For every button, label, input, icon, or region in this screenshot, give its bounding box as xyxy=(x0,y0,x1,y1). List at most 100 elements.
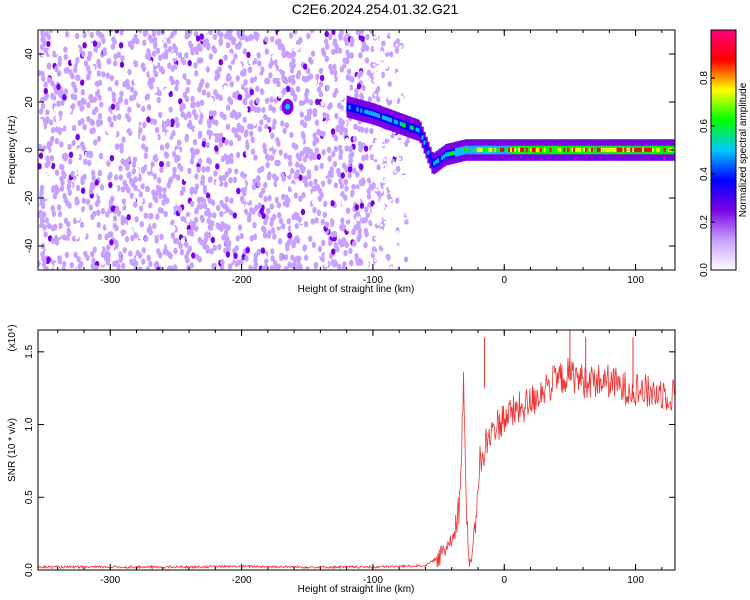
spectrogram-cell xyxy=(298,195,303,202)
spectrogram-cell xyxy=(242,116,247,124)
spectrogram-cell xyxy=(80,187,86,194)
spectrogram-cell xyxy=(74,233,80,240)
spectrogram-cell xyxy=(284,122,289,129)
spectrogram-cell xyxy=(319,205,324,212)
spectrogram-cell xyxy=(141,105,146,113)
spectrogram-cell xyxy=(383,238,386,242)
spectrogram-cell xyxy=(363,241,368,249)
spectrogram-cell xyxy=(54,169,60,176)
spectrogram-cell xyxy=(301,176,307,183)
spectrogram-cell xyxy=(120,158,125,165)
spectrogram-cell xyxy=(277,212,282,219)
spectrogram-cell xyxy=(385,166,388,169)
spectrogram-cell xyxy=(344,241,350,249)
spectrogram-cell xyxy=(55,115,60,122)
spectrogram-cell xyxy=(378,203,381,206)
spectrogram-cell xyxy=(407,252,410,256)
spectrogram-track-cell xyxy=(502,147,505,153)
spectrogram-cell xyxy=(187,59,192,67)
spectrogram-cell xyxy=(381,164,384,167)
spectrogram-cell xyxy=(240,212,246,219)
spectrogram-cell xyxy=(384,82,387,85)
spectrogram-cell xyxy=(380,56,383,59)
spectrogram-cell xyxy=(63,217,69,224)
spectrogram-cell xyxy=(141,247,146,254)
spectrogram-cell xyxy=(376,82,379,85)
spectrogram-cell xyxy=(287,232,292,239)
spectrogram-cell xyxy=(192,138,198,146)
spectrogram-cell xyxy=(402,260,405,264)
spectrogram-cell xyxy=(328,239,333,246)
spectrogram-cell xyxy=(184,52,189,59)
spectrogram-cell xyxy=(324,55,329,63)
spectrogram-cell xyxy=(398,251,402,255)
spectrogram-cell xyxy=(398,79,402,82)
spectrogram-cell xyxy=(397,192,400,195)
spectrogram-cell xyxy=(403,256,409,263)
spectrogram-cell xyxy=(374,68,377,72)
spectrogram-cell xyxy=(405,81,408,85)
spectrogram-cell xyxy=(293,192,298,199)
spectrogram-cell xyxy=(212,47,218,54)
spectrogram-cell xyxy=(77,169,83,176)
spectrogram-cell xyxy=(384,236,387,240)
spectrogram-cell xyxy=(92,85,98,93)
spectrogram-cell xyxy=(212,33,218,41)
spectrogram-cell xyxy=(294,222,299,230)
spectrogram-cell xyxy=(60,228,65,235)
spectrogram-cell xyxy=(398,190,401,193)
spectrogram-track-cell xyxy=(415,127,418,132)
spectrogram-cell xyxy=(96,221,101,229)
spectrogram-cell xyxy=(244,255,249,262)
spectrogram-cell xyxy=(276,159,281,167)
spectrogram-cell xyxy=(72,83,77,90)
spectrogram-cell xyxy=(119,61,125,68)
spectrogram-cell xyxy=(327,155,332,162)
spectrogram-cell xyxy=(406,51,410,55)
spectrogram-cell xyxy=(160,33,165,41)
spectrogram-cell xyxy=(224,139,229,146)
spectrogram-cell xyxy=(321,94,327,102)
spectrogram-track-cell xyxy=(612,147,615,153)
spectrogram-track-cell xyxy=(388,117,391,122)
spectrogram-cell xyxy=(105,222,111,229)
spectrogram-cell xyxy=(208,53,214,60)
spectrogram-track-cell xyxy=(527,147,531,153)
spectrogram-cell xyxy=(373,93,377,97)
spectrogram-track-cell xyxy=(533,147,536,153)
snr-ytick-label: 1.5 xyxy=(24,344,35,358)
spectrogram-cell xyxy=(97,79,103,86)
spectrogram-cell xyxy=(131,161,137,168)
spectrogram-cell xyxy=(116,51,122,58)
spectrogram-cell xyxy=(313,178,318,185)
spectrogram-track-cell xyxy=(614,147,617,153)
spectrogram-cell xyxy=(400,65,404,69)
spectrogram-cell xyxy=(87,159,92,167)
spectrogram-cell xyxy=(63,88,69,95)
spectrogram-cell xyxy=(39,196,45,203)
spectrogram-cell xyxy=(58,192,63,199)
spectrogram-cell xyxy=(190,101,195,109)
spectrogram-track-cell xyxy=(482,147,485,153)
spectrogram-cell xyxy=(179,102,185,110)
spectrogram-cell xyxy=(122,246,127,254)
spectrogram-cell xyxy=(302,156,308,163)
spectrogram-track-cell xyxy=(667,147,670,153)
spectrogram-cell xyxy=(142,111,147,119)
spectrogram-cell xyxy=(371,240,376,247)
spectrogram-cell xyxy=(385,267,388,270)
spectrogram-cell xyxy=(141,258,146,265)
spectrogram-cell xyxy=(227,263,233,270)
spectrogram-cell xyxy=(252,221,257,229)
spectrogram-cell xyxy=(290,183,295,190)
spectrogram-cell xyxy=(402,254,406,257)
spectrogram-cell xyxy=(364,127,369,134)
spectrogram-cell xyxy=(259,135,265,142)
spectrogram-cell xyxy=(48,119,54,126)
spectrogram-cell xyxy=(404,163,407,166)
spectrogram-cell xyxy=(350,76,355,83)
spectrogram-cell xyxy=(217,50,222,57)
spectrogram-cell xyxy=(141,134,146,142)
spectrogram-track-cell xyxy=(652,147,655,153)
spectrogram-cell xyxy=(364,182,370,189)
